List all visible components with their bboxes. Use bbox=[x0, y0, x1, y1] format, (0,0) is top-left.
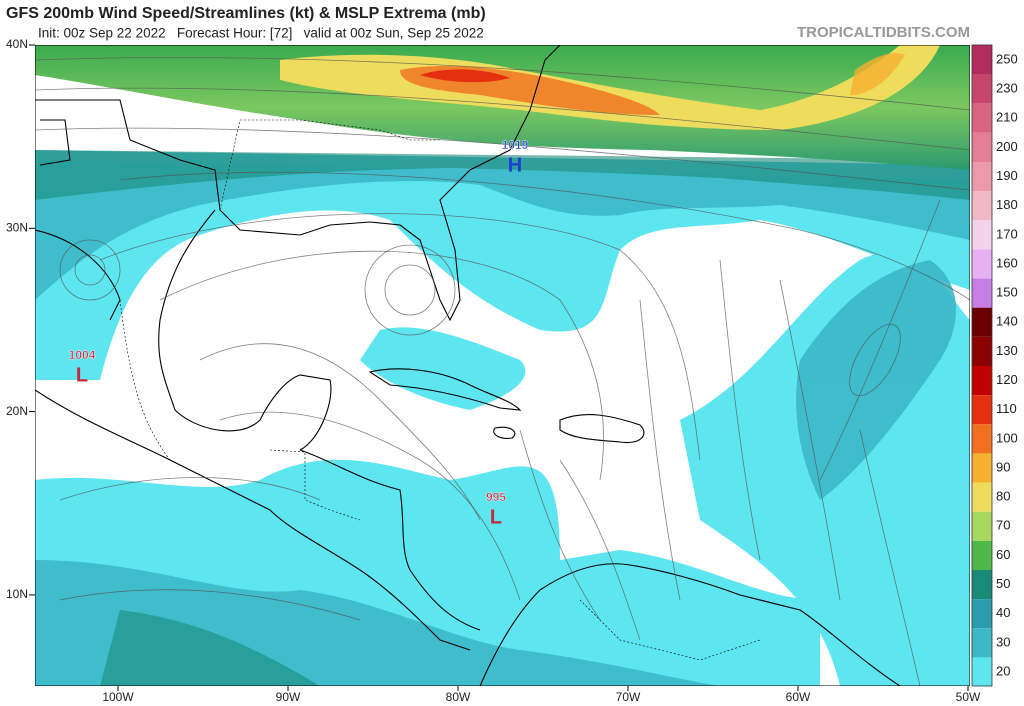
title: GFS 200mb Wind Speed/Streamlines (kt) & … bbox=[6, 5, 486, 22]
colorbar-swatch bbox=[972, 628, 992, 658]
colorbar-label: 160 bbox=[996, 255, 1018, 270]
colorbar-label: 180 bbox=[996, 197, 1018, 212]
colorbar-label: 140 bbox=[996, 314, 1018, 329]
coastlines bbox=[35, 45, 901, 686]
pressure-value: 1004 bbox=[69, 348, 96, 362]
colorbar-label: 230 bbox=[996, 81, 1018, 96]
colorbar-label: 200 bbox=[996, 139, 1018, 154]
colorbar-swatch bbox=[972, 249, 992, 279]
colorbar-label: 60 bbox=[996, 547, 1010, 562]
lon-label: 70W bbox=[616, 690, 641, 704]
colorbar-label: 130 bbox=[996, 343, 1018, 358]
pressure-symbol: L bbox=[490, 506, 502, 528]
pressure-symbol: L bbox=[76, 364, 88, 386]
colorbar-swatch bbox=[972, 74, 992, 104]
pressure-symbol: H bbox=[508, 154, 522, 176]
subtitle: Init: 00z Sep 22 2022 Forecast Hour: [72… bbox=[38, 26, 484, 41]
streamlines bbox=[35, 57, 970, 686]
jet-stream-secondary bbox=[850, 53, 905, 95]
colorbar-label: 170 bbox=[996, 226, 1018, 241]
colorbar-label: 40 bbox=[996, 605, 1010, 620]
colorbar-swatch bbox=[972, 511, 992, 541]
colorbar-swatch bbox=[972, 540, 992, 570]
colorbar-label: 150 bbox=[996, 285, 1018, 300]
colorbar-swatch bbox=[972, 278, 992, 308]
lon-label: 50W bbox=[956, 690, 981, 704]
colorbar-label: 80 bbox=[996, 489, 1010, 504]
colorbar-swatch bbox=[972, 220, 992, 250]
colorbar-swatch bbox=[972, 191, 992, 221]
site-credit: TROPICALTIDBITS.COM bbox=[797, 24, 970, 41]
colorbar-swatch bbox=[972, 395, 992, 425]
lat-label: 20N bbox=[6, 404, 28, 418]
colorbar-label: 190 bbox=[996, 168, 1018, 183]
wind-field-strong bbox=[35, 150, 970, 686]
lat-label: 10N bbox=[6, 587, 28, 601]
colorbar-label: 120 bbox=[996, 372, 1018, 387]
colorbar-swatch bbox=[972, 570, 992, 600]
colorbar-swatch bbox=[972, 132, 992, 162]
colorbar-swatch bbox=[972, 657, 992, 686]
colorbar-swatch bbox=[972, 103, 992, 133]
lat-label: 30N bbox=[6, 220, 28, 234]
colorbar-swatch bbox=[972, 453, 992, 483]
map-area bbox=[35, 45, 970, 686]
colorbar-swatch bbox=[972, 336, 992, 366]
colorbar-swatch bbox=[972, 307, 992, 337]
colorbar-label: 250 bbox=[996, 51, 1018, 66]
lon-label: 90W bbox=[276, 690, 301, 704]
colorbar-swatch bbox=[972, 599, 992, 629]
pressure-value: 995 bbox=[486, 490, 506, 504]
colorbar-label: 70 bbox=[996, 518, 1010, 533]
colorbar-frame bbox=[971, 44, 993, 687]
pressure-value: 1019 bbox=[502, 138, 529, 152]
colorbar-swatch bbox=[972, 366, 992, 396]
lat-label: 40N bbox=[6, 37, 28, 51]
lon-label: 60W bbox=[786, 690, 811, 704]
jet-stream-max bbox=[420, 69, 510, 83]
colorbar-label: 90 bbox=[996, 459, 1010, 474]
lon-label: 100W bbox=[102, 690, 134, 704]
colorbar-label: 100 bbox=[996, 430, 1018, 445]
colorbar-label: 20 bbox=[996, 663, 1010, 678]
lon-label: 80W bbox=[446, 690, 471, 704]
colorbar-label: 50 bbox=[996, 576, 1010, 591]
colorbar-swatch bbox=[972, 424, 992, 454]
colorbar-label: 30 bbox=[996, 634, 1010, 649]
colorbar-label: 110 bbox=[996, 401, 1017, 416]
colorbar-swatch bbox=[972, 45, 992, 75]
colorbar-label: 210 bbox=[996, 110, 1018, 125]
colorbar-swatch bbox=[972, 162, 992, 192]
colorbar-swatch bbox=[972, 482, 992, 512]
